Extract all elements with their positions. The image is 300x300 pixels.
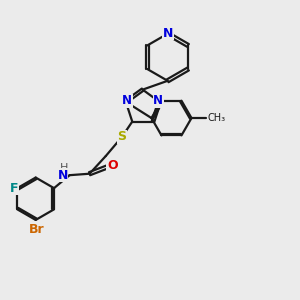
Text: N: N: [163, 27, 173, 40]
Text: N: N: [153, 94, 163, 107]
Text: F: F: [10, 182, 18, 195]
Text: CH₃: CH₃: [208, 113, 226, 123]
Text: N: N: [58, 169, 68, 182]
Text: Br: Br: [28, 223, 44, 236]
Text: H: H: [60, 163, 68, 173]
Text: N: N: [122, 94, 132, 107]
Text: O: O: [107, 159, 118, 172]
Text: S: S: [117, 130, 126, 143]
